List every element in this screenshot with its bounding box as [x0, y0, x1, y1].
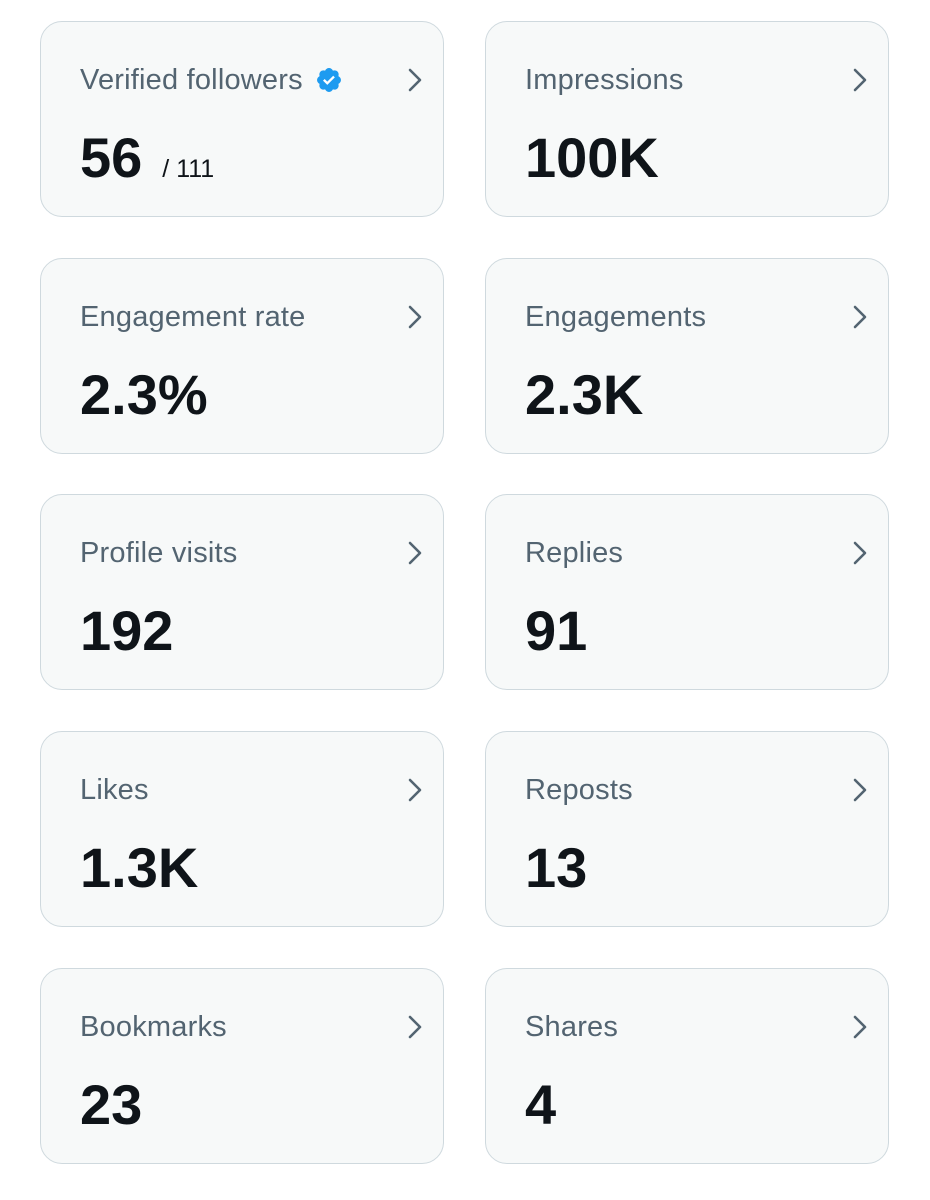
- chevron-right-icon: [408, 305, 422, 329]
- metric-value: 13: [525, 836, 588, 899]
- chevron-right-icon: [853, 541, 867, 565]
- metric-value: 1.3K: [80, 836, 199, 899]
- metric-card-engagements[interactable]: Engagements 2.3K: [485, 258, 889, 454]
- metric-value: 91: [525, 599, 588, 662]
- metric-total: / 111: [162, 155, 215, 183]
- metric-card-replies[interactable]: Replies 91: [485, 494, 889, 690]
- metric-card-shares[interactable]: Shares 4: [485, 968, 889, 1164]
- metric-label: Profile visits: [80, 536, 238, 569]
- metric-value: 4: [525, 1073, 557, 1136]
- chevron-right-icon: [853, 778, 867, 802]
- metric-card-likes[interactable]: Likes 1.3K: [40, 731, 444, 927]
- metric-label: Reposts: [525, 773, 633, 806]
- metric-value: 100K: [525, 126, 659, 189]
- metric-value: 23: [80, 1073, 143, 1136]
- metric-label: Bookmarks: [80, 1010, 227, 1043]
- metric-card-verified-followers[interactable]: Verified followers 56 / 111: [40, 21, 444, 217]
- chevron-right-icon: [408, 1015, 422, 1039]
- chevron-right-icon: [853, 68, 867, 92]
- metric-label: Engagements: [525, 300, 707, 333]
- chevron-right-icon: [853, 1015, 867, 1039]
- metric-card-impressions[interactable]: Impressions 100K: [485, 21, 889, 217]
- metric-label: Verified followers: [80, 63, 303, 96]
- metric-value: 56: [80, 126, 143, 189]
- metric-card-reposts[interactable]: Reposts 13: [485, 731, 889, 927]
- chevron-right-icon: [408, 541, 422, 565]
- verified-badge-icon: [316, 68, 341, 92]
- metric-label: Replies: [525, 536, 624, 569]
- metric-label: Impressions: [525, 63, 684, 96]
- metric-value: 2.3%: [80, 363, 208, 426]
- chevron-right-icon: [408, 68, 422, 92]
- metric-card-profile-visits[interactable]: Profile visits 192: [40, 494, 444, 690]
- metric-card-bookmarks[interactable]: Bookmarks 23: [40, 968, 444, 1164]
- metric-value: 2.3K: [525, 363, 644, 426]
- chevron-right-icon: [853, 305, 867, 329]
- metric-label: Engagement rate: [80, 300, 306, 333]
- metric-value: 192: [80, 599, 174, 662]
- metric-card-engagement-rate[interactable]: Engagement rate 2.3%: [40, 258, 444, 454]
- metric-label: Likes: [80, 773, 149, 806]
- chevron-right-icon: [408, 778, 422, 802]
- metric-label: Shares: [525, 1010, 619, 1043]
